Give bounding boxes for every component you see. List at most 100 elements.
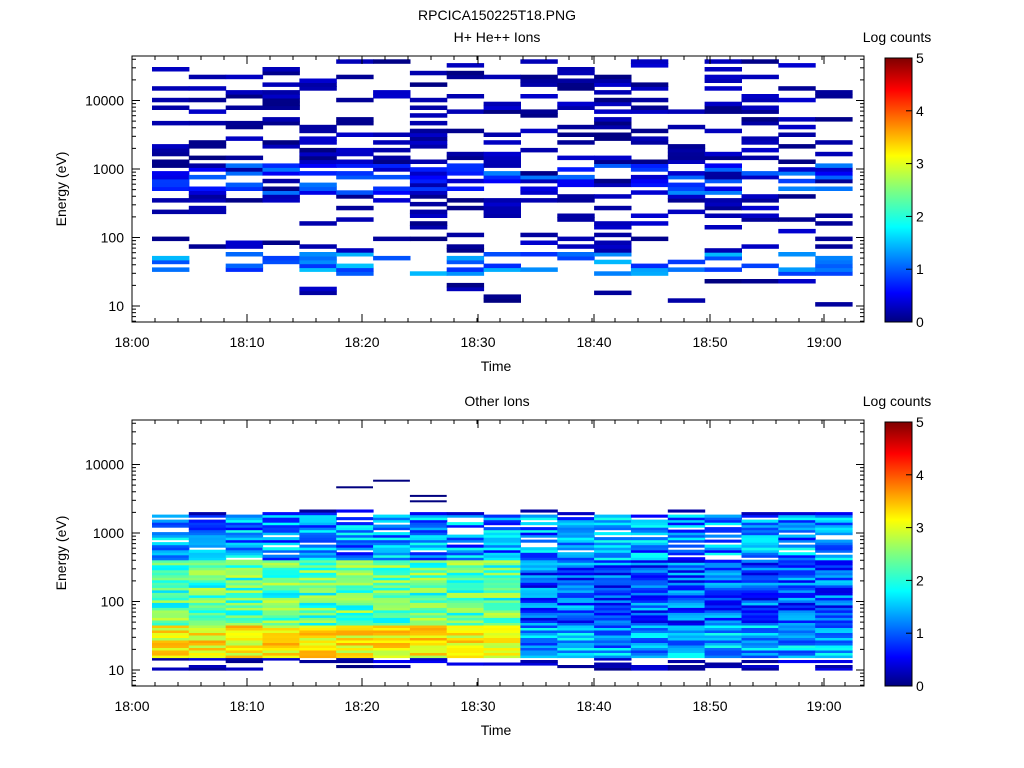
heatmap-cell — [594, 629, 632, 633]
heatmap-cell — [446, 522, 485, 526]
heatmap-cell — [520, 569, 558, 573]
heatmap-cell — [520, 517, 558, 521]
heatmap-cell — [336, 120, 374, 126]
heatmap-cell — [741, 171, 779, 176]
heatmap-cell — [557, 544, 595, 548]
heatmap-cell — [188, 667, 227, 671]
heatmap-cell — [483, 562, 521, 566]
heatmap-cell — [336, 267, 374, 272]
heatmap-cell — [446, 151, 485, 157]
heatmap-cell — [336, 572, 374, 576]
heatmap-cell — [630, 579, 669, 583]
heatmap-cell — [446, 186, 485, 191]
heatmap-cell — [409, 113, 448, 118]
heatmap-cell — [630, 140, 669, 145]
heatmap-cell — [262, 532, 300, 536]
heatmap-cell — [704, 517, 742, 521]
heatmap-cell — [594, 564, 632, 568]
heatmap-cell — [262, 117, 300, 122]
heatmap-cell — [741, 624, 779, 628]
heatmap-cell — [594, 232, 632, 238]
heatmap-cell — [225, 198, 264, 203]
heatmap-cell — [704, 574, 742, 578]
heatmap-cell — [520, 74, 558, 80]
heatmap-cell — [704, 587, 742, 591]
heatmap-cell — [152, 163, 190, 168]
heatmap-cell — [483, 597, 521, 601]
colorbar-frame — [884, 421, 913, 687]
heatmap-cell — [152, 644, 190, 648]
heatmap-cell — [262, 602, 300, 606]
heatmap-cell — [446, 569, 485, 573]
heatmap-cell — [299, 614, 337, 618]
heatmap-cell — [336, 562, 374, 566]
heatmap-cell — [483, 522, 521, 526]
heatmap-cell — [225, 186, 264, 191]
heatmap-cell — [409, 539, 448, 543]
heatmap-cell — [152, 562, 190, 566]
heatmap-cell — [152, 657, 190, 661]
heatmap-cell — [409, 522, 448, 526]
heatmap-cell — [373, 609, 411, 613]
heatmap-cell — [778, 589, 816, 593]
heatmap-cell — [630, 524, 669, 528]
heatmap-cell — [225, 637, 264, 641]
heatmap-cell — [557, 632, 595, 636]
heatmap-cell — [225, 514, 264, 518]
heatmap-cell — [225, 534, 264, 538]
heatmap-cell — [299, 612, 337, 616]
heatmap-cell — [667, 298, 706, 303]
heatmap-cell — [520, 527, 558, 531]
heatmap-cell — [188, 74, 227, 80]
heatmap-cell — [630, 105, 669, 110]
heatmap-cell — [741, 522, 779, 526]
heatmap-cell — [483, 105, 521, 110]
heatmap-cell — [704, 190, 742, 195]
heatmap-cell — [152, 624, 190, 628]
heatmap-cell — [667, 607, 706, 611]
heatmap-cell — [152, 622, 190, 626]
heatmap-cell — [299, 244, 337, 249]
heatmap-cell — [557, 512, 595, 516]
heatmap-cell — [704, 604, 742, 608]
heatmap-cell — [557, 524, 595, 528]
heatmap-cell — [262, 589, 300, 593]
heatmap-cell — [557, 619, 595, 623]
heatmap-cell — [630, 544, 669, 548]
heatmap-cell — [225, 539, 264, 543]
heatmap-cell — [630, 213, 669, 218]
heatmap-cell — [778, 649, 816, 653]
heatmap-cell — [299, 582, 337, 586]
heatmap-cell — [373, 579, 411, 583]
heatmap-cell — [557, 554, 595, 558]
heatmap-cell — [299, 190, 337, 195]
heatmap-cell — [594, 637, 632, 641]
heatmap-cell — [188, 652, 227, 656]
heatmap-cell — [483, 587, 521, 591]
heatmap-cell — [446, 167, 485, 172]
heatmap-cell — [446, 642, 485, 646]
heatmap-cell — [704, 579, 742, 583]
heatmap-cell — [520, 632, 558, 636]
heatmap-cell — [409, 622, 448, 626]
heatmap-cell — [225, 537, 264, 541]
heatmap-cell — [557, 547, 595, 551]
heatmap-cell — [299, 589, 337, 593]
heatmap-cell — [630, 655, 669, 659]
heatmap-cell — [483, 564, 521, 568]
heatmap-cell — [152, 627, 190, 631]
heatmap-cell — [667, 665, 706, 669]
heatmap-cell — [336, 567, 374, 571]
heatmap-cell — [409, 582, 448, 586]
heatmap-cell — [778, 609, 816, 613]
heatmap-cell — [225, 136, 264, 141]
heatmap-cell — [225, 587, 264, 591]
heatmap-cell — [262, 94, 300, 99]
heatmap-cell — [373, 589, 411, 593]
heatmap-cell — [188, 549, 227, 553]
heatmap-cell — [741, 567, 779, 571]
heatmap-cell — [299, 517, 337, 521]
heatmap-cell — [373, 562, 411, 566]
heatmap-cell — [520, 624, 558, 628]
heatmap-cell — [815, 562, 853, 566]
